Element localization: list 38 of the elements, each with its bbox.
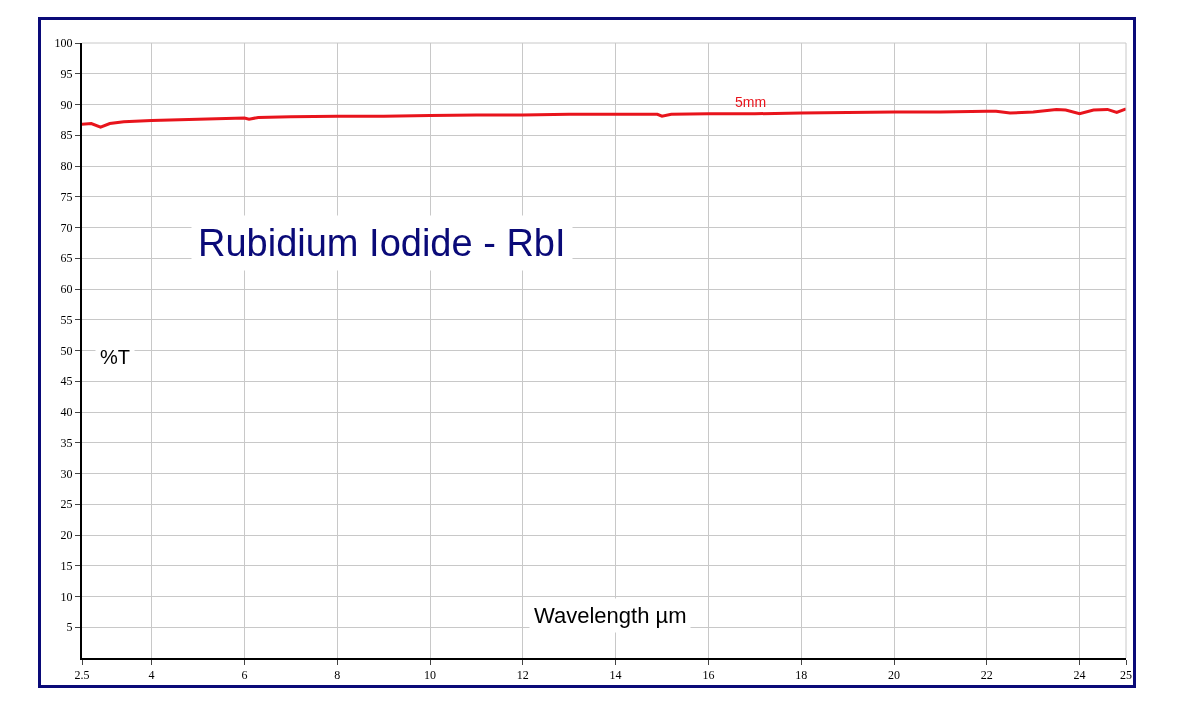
y-tick-label: 5 (66, 620, 73, 635)
x-tick-label: 6 (241, 668, 248, 683)
y-tick-label: 75 (60, 189, 73, 204)
y-tick-label: 95 (60, 66, 73, 81)
x-tick-label: 18 (795, 668, 808, 683)
y-tick-label: 55 (60, 312, 73, 327)
y-tick-label: 30 (60, 466, 73, 481)
y-tick-label: 90 (60, 97, 73, 112)
y-tick-label: 100 (54, 36, 73, 51)
y-tick-label: 10 (60, 589, 73, 604)
series-label: 5mm (735, 94, 767, 110)
x-tick-label: 14 (609, 668, 622, 683)
x-tick-label: 25 (1120, 668, 1132, 683)
y-tick-label: 25 (60, 497, 73, 512)
x-tick-label: 22 (980, 668, 993, 683)
y-axis-title: %T (100, 346, 130, 368)
y-tick-label: 65 (60, 251, 73, 266)
x-tick-label: 24 (1073, 668, 1086, 683)
line-series (82, 107, 1126, 129)
y-tick-label: 60 (60, 282, 73, 297)
x-tick-label: 20 (888, 668, 900, 683)
x-tick-label: 4 (148, 668, 155, 683)
y-tick-label: 20 (60, 528, 73, 543)
x-tick-label: 2.5 (74, 668, 90, 683)
y-tick-label: 85 (60, 128, 73, 143)
x-tick-label: 8 (334, 668, 341, 683)
y-tick-label: 35 (60, 435, 73, 450)
x-tick-label: 16 (702, 668, 715, 683)
y-tick-label: 15 (60, 558, 73, 573)
text: Rubidium Iodide - RbI (198, 222, 566, 264)
y-tick-label: 40 (60, 405, 73, 420)
x-axis-title: Wavelength µm (534, 603, 687, 628)
y-tick-label: 80 (60, 159, 73, 174)
x-tick-label: 12 (516, 668, 529, 683)
y-tick-label: 50 (60, 343, 73, 358)
y-tick-label: 45 (60, 374, 73, 389)
y-tick-label: 70 (60, 220, 73, 235)
x-tick-label: 10 (424, 668, 436, 683)
